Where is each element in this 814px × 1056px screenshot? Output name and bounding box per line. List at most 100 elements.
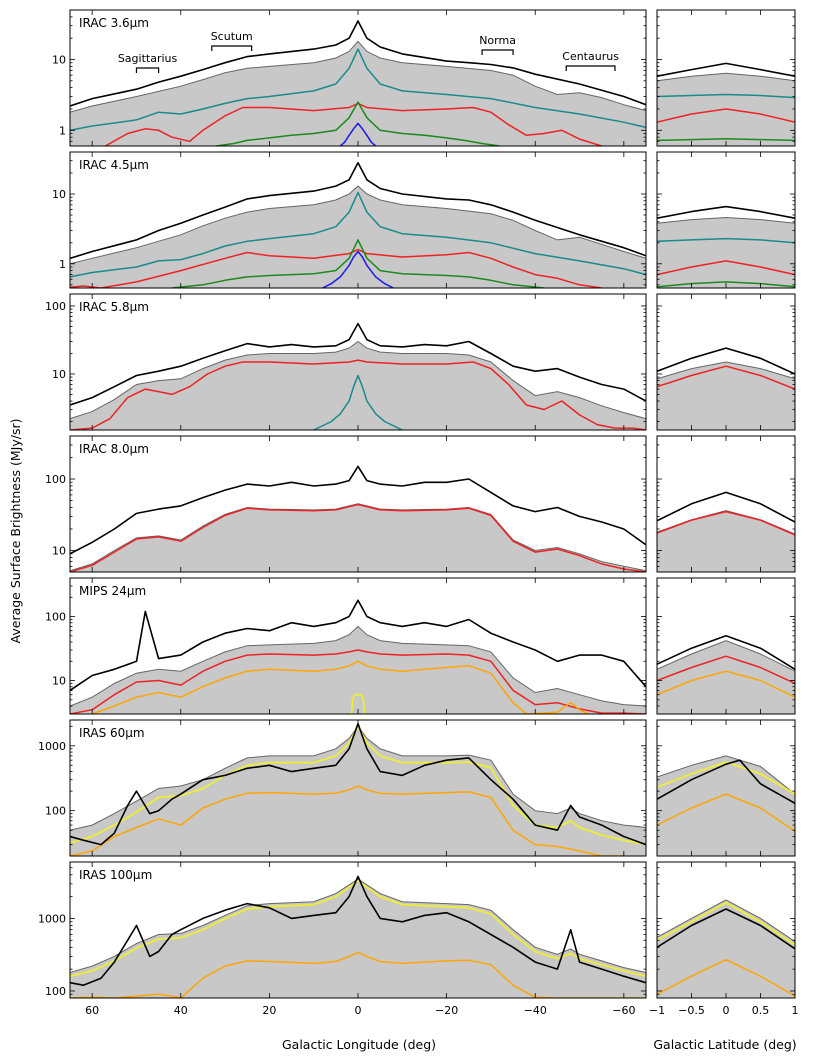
x-axis-label-longitude: Galactic Longitude (deg)	[282, 1037, 436, 1052]
left-plot-area	[70, 162, 646, 288]
panel-name: IRAC 5.8μm	[79, 300, 149, 314]
model-total-fill	[70, 879, 646, 998]
left-plot-area	[70, 722, 646, 856]
series-line-observed	[70, 20, 646, 107]
model-total-fill	[657, 217, 795, 288]
series-line-yellow	[657, 901, 795, 946]
model-total-fill	[70, 503, 646, 572]
model-total-fill	[70, 341, 646, 430]
series-line-observed	[70, 322, 646, 406]
series-line-observed	[70, 722, 646, 846]
panel-name: IRAC 3.6μm	[79, 16, 149, 30]
model-total-line	[70, 40, 646, 113]
region-bracket	[135, 67, 160, 73]
x-tick-label: −20	[435, 1004, 458, 1017]
series-line-blue	[322, 250, 394, 288]
y-tick-label: 1000	[38, 912, 66, 925]
model-total-fill	[70, 626, 646, 714]
series-line-observed	[657, 635, 795, 670]
series-line-teal	[70, 191, 646, 278]
series-line-teal	[657, 237, 795, 244]
right-plot-area	[657, 635, 795, 714]
x-tick-label: 0	[723, 1004, 730, 1017]
series-line-observed	[657, 759, 795, 804]
panel-0: 1 10 IRAC 3.6μm	[52, 9, 796, 147]
model-total-fill	[657, 755, 795, 856]
left-plot-area	[70, 599, 646, 714]
right-plot-area	[657, 899, 795, 998]
panel-name: IRAS 100μm	[79, 868, 152, 882]
series-line-red	[70, 649, 646, 714]
right-plot-area	[657, 347, 795, 430]
region-marker: Norma	[479, 34, 516, 55]
series-line-orange	[657, 958, 795, 997]
series-line-observed	[657, 205, 795, 219]
y-tick-label: 100	[45, 805, 66, 818]
model-total-line	[657, 640, 795, 672]
series-line-teal	[313, 374, 403, 430]
series-line-observed	[70, 875, 646, 986]
series-line-observed	[70, 162, 646, 260]
y-tick-label: 10	[52, 368, 66, 381]
model-total-fill	[657, 640, 795, 714]
region-marker: Scutum	[211, 30, 253, 51]
series-line-green	[657, 281, 795, 288]
x-tick-label: 60	[85, 1004, 99, 1017]
series-line-teal	[657, 93, 795, 99]
model-total-line	[70, 185, 646, 265]
model-total-line	[657, 755, 795, 795]
x-tick-label: −60	[612, 1004, 635, 1017]
y-tick-label: 1	[59, 258, 66, 271]
y-tick-label: 10	[52, 53, 66, 66]
series-line-orange	[91, 660, 589, 714]
model-total-fill	[70, 726, 646, 856]
y-tick-label: 100	[45, 473, 66, 486]
series-line-blue	[339, 122, 377, 146]
region-bracket	[565, 65, 616, 71]
series-line-green	[216, 101, 500, 146]
y-tick-label: 10	[52, 544, 66, 557]
model-total-line	[70, 625, 646, 707]
series-line-orange	[657, 670, 795, 698]
right-plot-area	[657, 491, 795, 572]
y-tick-label: 10	[52, 188, 66, 201]
region-label: Norma	[479, 34, 516, 47]
series-line-green	[171, 239, 545, 288]
panel-name: IRAC 4.5μm	[79, 158, 149, 172]
series-line-orange	[657, 793, 795, 832]
panel-1: 1 10 IRAC 4.5μm	[52, 151, 796, 289]
model-total-line	[657, 216, 795, 224]
x-tick-label: 20	[262, 1004, 276, 1017]
y-tick-label: 100	[45, 300, 66, 313]
x-tick-label: −1	[649, 1004, 665, 1017]
region-marker: Centaurus	[562, 50, 619, 71]
model-total-fill	[657, 510, 795, 572]
panel-name: IRAS 60μm	[79, 726, 145, 740]
series-line-observed	[657, 908, 795, 950]
y-axis-label: Average Surface Brightness (MJy/sr)	[8, 419, 23, 644]
series-line-red	[105, 102, 602, 146]
series-line-red	[70, 503, 646, 572]
y-tick-label: 100	[45, 985, 66, 998]
series-line-yellow	[657, 761, 795, 795]
region-bracket	[211, 45, 253, 51]
series-line-red	[657, 510, 795, 536]
model-total-fill	[70, 186, 646, 288]
series-line-observed	[657, 62, 795, 77]
series-line-red	[657, 365, 795, 390]
model-total-line	[657, 72, 795, 82]
series-line-observed	[70, 599, 646, 692]
panel-5: 100 1000 IRAS 60μm	[38, 719, 796, 857]
panel-3: 10 100 IRAC 8.0μm	[45, 435, 796, 573]
series-line-yellow	[350, 693, 366, 714]
region-bracket	[481, 49, 514, 55]
series-line-red	[657, 655, 795, 685]
model-total-fill	[657, 899, 795, 998]
panel-name: MIPS 24μm	[79, 584, 146, 598]
y-tick-label: 10	[52, 675, 66, 688]
model-total-line	[657, 899, 795, 943]
series-line-red	[70, 248, 602, 288]
panel-6: 100 1000 IRAS 100μm 60 40 20 0 −20 −40 −60 −1 −0.5 0…	[38, 861, 799, 1017]
